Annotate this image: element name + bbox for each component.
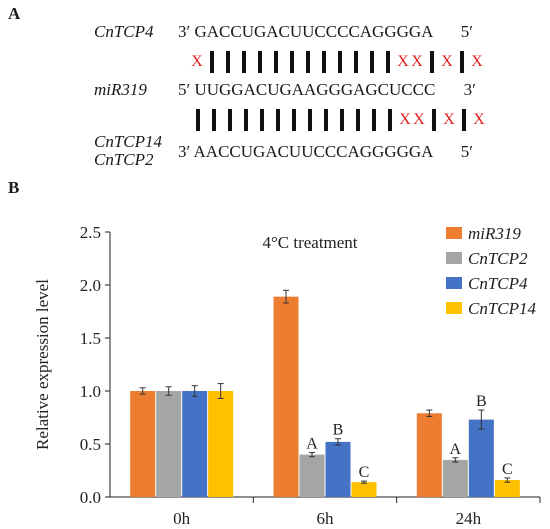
prime-right: 5′: [460, 142, 473, 161]
prime-left: 3′: [178, 22, 191, 41]
sequence-row-cntcp4: 3′ GACCUGACUUCCCCAGGGGA 5′: [178, 22, 473, 42]
panel-b-label: B: [8, 178, 20, 197]
pair-bar: [354, 50, 358, 73]
pair-bar: [196, 108, 200, 131]
x-tick-label: 24h: [456, 509, 482, 528]
significance-label: B: [476, 393, 487, 410]
bar: [442, 459, 468, 497]
mismatch-mark: X: [413, 110, 425, 128]
legend-swatch: [446, 252, 462, 264]
pair-bar: [306, 50, 310, 73]
gene-label-cntcp4: CnTCP4: [94, 22, 154, 41]
pair-bar: [274, 50, 278, 73]
pair-bar: [388, 108, 392, 131]
significance-label: A: [450, 441, 462, 458]
y-tick-label: 1.5: [80, 329, 101, 348]
pair-bar: [370, 50, 374, 73]
pair-bar: [338, 50, 342, 73]
bar: [325, 441, 351, 497]
pair-bar: [228, 108, 232, 131]
pair-bar: [324, 108, 328, 131]
pair-bar: [212, 108, 216, 131]
bar: [182, 391, 208, 497]
legend-label: CnTCP4: [468, 274, 528, 293]
prime-right: 5′: [460, 22, 473, 41]
y-tick-label: 2.5: [80, 223, 101, 242]
bar: [299, 454, 325, 497]
bar: [416, 413, 442, 497]
pair-bar: [372, 108, 376, 131]
pair-bar: [340, 108, 344, 131]
pair-bar: [242, 50, 246, 73]
legend-label: CnTCP14: [468, 299, 537, 318]
x-tick-label: 6h: [317, 509, 335, 528]
chart-title: 4°C treatment: [262, 233, 357, 252]
mismatch-mark: X: [411, 52, 423, 70]
pair-bar: [258, 50, 262, 73]
pair-bar: [244, 108, 248, 131]
pair-bar: [276, 108, 280, 131]
mismatch-mark: X: [399, 110, 411, 128]
y-tick-label: 1.0: [80, 382, 101, 401]
significance-label: C: [502, 461, 513, 478]
y-axis-label: Relative expression level: [33, 279, 52, 450]
significance-label: C: [359, 464, 370, 481]
pair-bar: [462, 108, 466, 131]
pair-bar: [356, 108, 360, 131]
gene-label-cntcp2: CnTCP2: [94, 150, 154, 169]
sequence-text: UUGGACUGAAGGGAGCUCCC: [194, 80, 436, 99]
significance-label: A: [306, 435, 318, 452]
y-tick-label: 0.0: [80, 488, 101, 507]
mismatch-mark: X: [473, 110, 485, 128]
sequence-text: AACCUGACUUCCCAGGGGGA: [193, 142, 433, 161]
sequence-row-mir319: 5′ UUGGACUGAAGGGAGCUCCC 3′: [178, 80, 476, 100]
pair-bar: [210, 50, 214, 73]
bar: [130, 391, 156, 497]
bar: [156, 391, 182, 497]
pair-bar: [432, 108, 436, 131]
pair-bar: [430, 50, 434, 73]
pair-bar: [386, 50, 390, 73]
legend-label: CnTCP2: [468, 249, 528, 268]
sequence-row-cntcp14: 3′ AACCUGACUUCCCAGGGGGA 5′: [178, 142, 473, 162]
sequence-text: GACCUGACUUCCCCAGGGGA: [194, 22, 433, 41]
bar: [208, 391, 234, 497]
legend-label: miR319: [468, 224, 521, 243]
legend-swatch: [446, 302, 462, 314]
mismatch-mark: X: [441, 52, 453, 70]
panel-a-label: A: [8, 4, 21, 23]
significance-label: B: [333, 422, 344, 439]
bar: [494, 480, 520, 497]
x-tick-label: 0h: [173, 509, 191, 528]
legend-swatch: [446, 227, 462, 239]
mismatch-mark: X: [443, 110, 455, 128]
gene-label-cntcp14: CnTCP14: [94, 132, 163, 151]
pair-bar: [290, 50, 294, 73]
bar: [468, 419, 494, 497]
pair-bar: [292, 108, 296, 131]
prime-right: 3′: [463, 80, 476, 99]
gene-label-mir319: miR319: [94, 80, 147, 99]
y-tick-label: 2.0: [80, 276, 101, 295]
pair-bar: [322, 50, 326, 73]
pair-bar: [308, 108, 312, 131]
pair-bar: [260, 108, 264, 131]
prime-left: 3′: [178, 142, 191, 161]
expression-bar-chart: 0.0 0.5 1.0 1.5 2.0 2.5 Relative expression le…: [33, 223, 541, 528]
mismatch-mark: X: [471, 52, 483, 70]
legend-swatch: [446, 277, 462, 289]
prime-left: 5′: [178, 80, 191, 99]
pair-bar: [460, 50, 464, 73]
mismatch-mark: X: [191, 52, 203, 70]
mismatch-mark: X: [397, 52, 409, 70]
y-tick-label: 0.5: [80, 435, 101, 454]
pair-bar: [226, 50, 230, 73]
bar: [273, 296, 299, 497]
bar: [351, 482, 377, 497]
